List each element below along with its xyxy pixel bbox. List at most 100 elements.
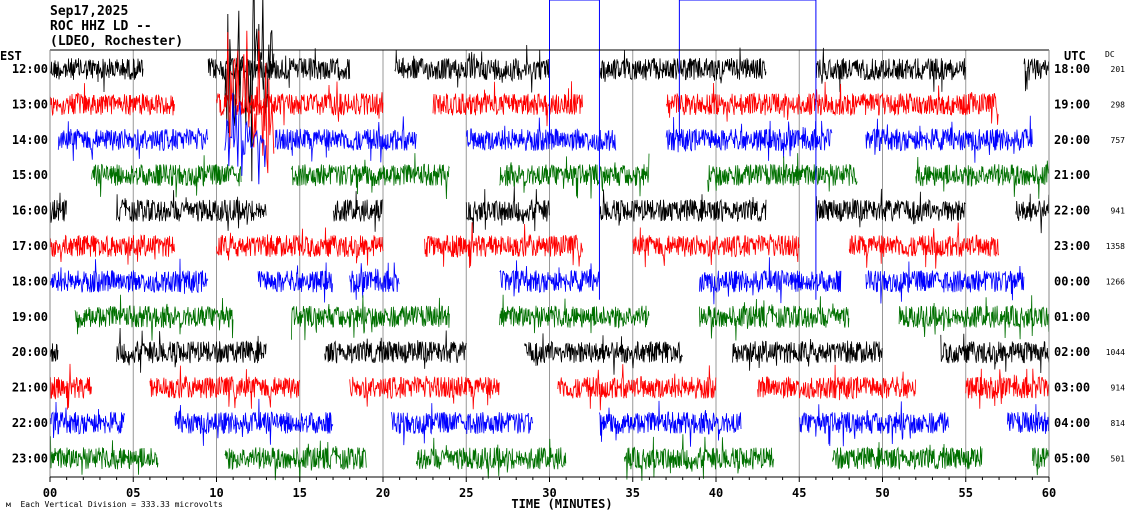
- trace-segment: [757, 364, 916, 401]
- trace-segment: [1015, 193, 1050, 234]
- est-hour-label: 15:00: [12, 168, 48, 182]
- trace-segment: [49, 234, 175, 265]
- trace-segment: [91, 155, 242, 198]
- est-hour-label: 18:00: [12, 274, 48, 288]
- trace-segment: [149, 365, 300, 409]
- trace-segment: [49, 83, 175, 117]
- trace-segment: [465, 186, 550, 234]
- x-tick-label: 35: [626, 486, 640, 500]
- x-tick-label: 60: [1042, 486, 1056, 500]
- utc-hour-label: 18:00: [1054, 62, 1090, 76]
- scale-note: м Each Vertical Division = 333.33 microv…: [6, 500, 223, 509]
- seismic-event-trace: [224, 30, 275, 174]
- left-axis-label: EST: [0, 49, 22, 63]
- trace-segment: [940, 333, 1050, 374]
- trace-segment: [665, 117, 833, 161]
- trace-segment: [1023, 58, 1049, 92]
- trace-segment: [832, 442, 983, 470]
- dc-offset-value: 1358: [1106, 242, 1125, 251]
- trace-segment: [349, 262, 400, 300]
- est-hour-label: 21:00: [12, 381, 48, 395]
- dc-column-label: DC: [1105, 50, 1115, 59]
- trace-segment: [599, 189, 767, 226]
- est-hour-label: 13:00: [12, 97, 48, 111]
- est-hour-label: 23:00: [12, 451, 48, 465]
- est-hour-label: 16:00: [12, 204, 48, 218]
- trace-segment: [499, 153, 650, 199]
- utc-hour-label: 01:00: [1054, 310, 1090, 324]
- trace-segment: [499, 294, 650, 334]
- trace-segment: [815, 47, 966, 93]
- trace-segment: [732, 338, 883, 371]
- trace-segment: [224, 440, 367, 483]
- trace-segment: [1031, 447, 1050, 476]
- trace-segment: [557, 364, 717, 411]
- trace-segment: [815, 188, 966, 228]
- utc-hour-label: 00:00: [1054, 274, 1090, 288]
- chart-date: Sep17,2025: [50, 4, 129, 19]
- utc-hour-label: 20:00: [1054, 133, 1090, 147]
- x-tick-label: 00: [43, 486, 57, 500]
- trace-segment: [49, 258, 209, 294]
- trace-segment: [174, 398, 334, 446]
- dc-offset-value: 1266: [1106, 277, 1125, 286]
- x-tick-label: 30: [542, 486, 556, 500]
- trace-segment: [216, 227, 384, 266]
- x-tick-label: 45: [792, 486, 806, 500]
- dc-offset-value: 201: [1111, 65, 1126, 74]
- utc-hour-label: 19:00: [1054, 97, 1090, 111]
- scale-text: Each Vertical Division = 333.33 microvol…: [20, 500, 223, 509]
- trace-segment: [524, 333, 683, 375]
- trace-segment: [257, 262, 333, 303]
- trace-segment: [49, 58, 144, 93]
- trace-segment: [665, 81, 999, 125]
- trace-segment: [49, 436, 159, 475]
- dc-offset-value: 1044: [1106, 348, 1125, 357]
- utc-hour-label: 04:00: [1054, 416, 1090, 430]
- trace-segment: [116, 327, 267, 373]
- trace-segment: [624, 434, 775, 481]
- trace-segment: [291, 295, 450, 341]
- trace-segment: [848, 222, 1000, 269]
- est-hour-label: 17:00: [12, 239, 48, 253]
- x-tick-label: 50: [875, 486, 889, 500]
- trace-segment: [915, 156, 1050, 199]
- utc-hour-label: 23:00: [1054, 239, 1090, 253]
- calibration-pulse: [678, 0, 817, 300]
- utc-hour-label: 21:00: [1054, 168, 1090, 182]
- x-tick-label: 05: [126, 486, 140, 500]
- corner-mark: м: [6, 500, 11, 509]
- trace-segment: [332, 191, 383, 232]
- trace-segment: [49, 401, 125, 439]
- trace-segment: [291, 153, 450, 200]
- trace-segment: [390, 403, 534, 446]
- trace-segment: [599, 400, 742, 447]
- trace-segment: [432, 81, 583, 127]
- dc-offset-value: 814: [1111, 419, 1126, 428]
- trace-segment: [49, 343, 59, 362]
- trace-segment: [116, 190, 267, 231]
- dc-offset-value: 914: [1111, 384, 1126, 393]
- utc-hour-label: 03:00: [1054, 381, 1090, 395]
- trace-segment: [207, 48, 351, 90]
- trace-segment: [57, 121, 209, 161]
- trace-segment: [394, 44, 550, 93]
- trace-segment: [699, 296, 850, 341]
- trace-segment: [965, 368, 1050, 409]
- trace-segment: [49, 363, 92, 410]
- trace-segment: [798, 401, 950, 447]
- trace-segment: [699, 257, 842, 305]
- station-location: (LDEO, Rochester): [50, 34, 184, 49]
- trace-segment: [599, 47, 767, 84]
- x-tick-label: 20: [376, 486, 390, 500]
- seismic-event-trace: [224, 92, 267, 185]
- right-axis-label: UTC: [1064, 49, 1086, 63]
- calibration-pulse: [549, 0, 600, 300]
- dc-offset-value: 941: [1111, 207, 1126, 216]
- utc-hour-label: 22:00: [1054, 204, 1090, 218]
- seismic-event-trace: [224, 0, 275, 182]
- station-code: ROC HHZ LD --: [50, 19, 152, 34]
- trace-segment: [632, 227, 800, 268]
- est-hour-label: 19:00: [12, 310, 48, 324]
